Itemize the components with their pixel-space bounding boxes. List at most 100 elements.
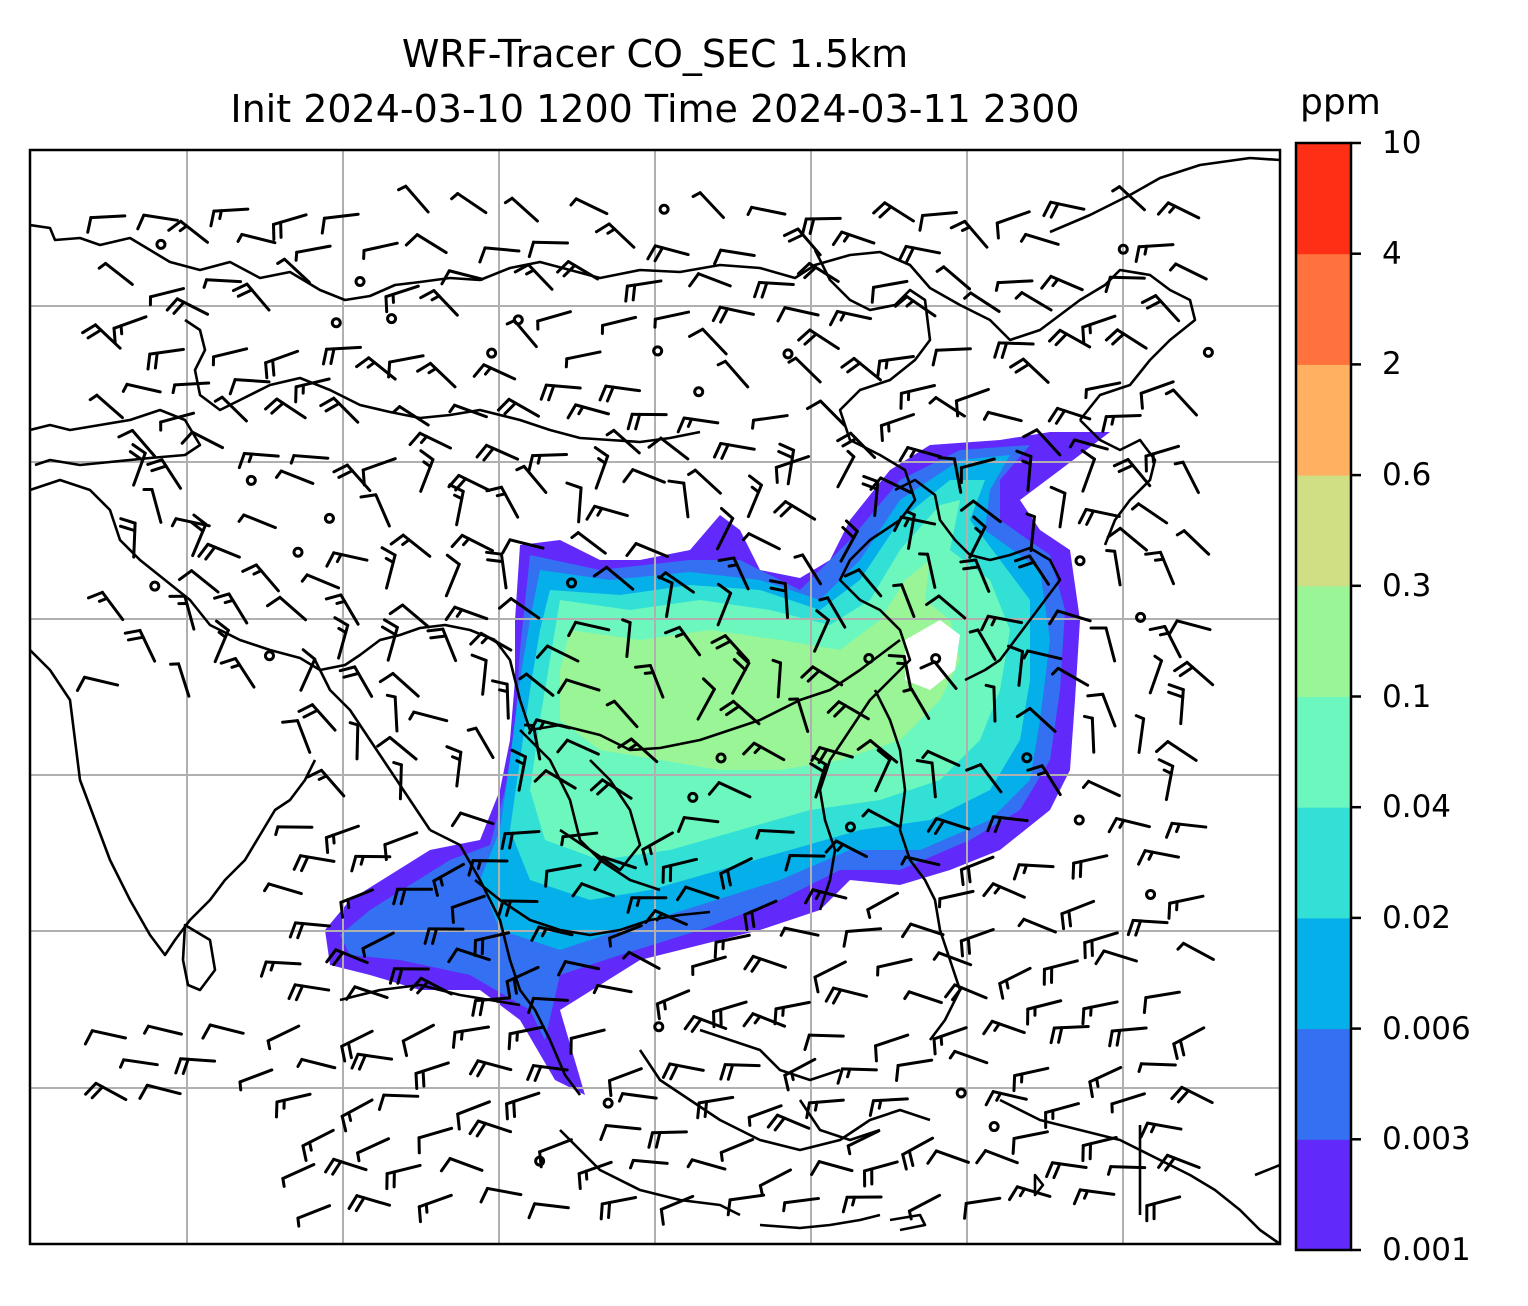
wind-barb-feather [803, 265, 818, 280]
wind-barb-feather [1178, 665, 1195, 678]
wind-barb-shaft [418, 431, 452, 450]
wind-barb-feather [1012, 1074, 1017, 1093]
wind-barb-feather [274, 469, 283, 479]
wind-barb-shaft [576, 531, 607, 555]
wind-barb-feather [294, 984, 304, 1002]
wind-barb-feather [1051, 277, 1060, 288]
wind-barb-feather [892, 583, 904, 588]
calm-marker [782, 348, 794, 360]
wind-barb-shaft [1144, 444, 1181, 458]
wind-barb-shaft [604, 384, 642, 393]
wind-barb-shaft [969, 291, 1001, 313]
wind-barb-shaft [401, 1023, 435, 1043]
wind-barb-feather [818, 596, 830, 602]
wind-barb-shaft [448, 1157, 484, 1172]
wind-barb-feather [605, 385, 615, 403]
map-title-line1: WRF-Tracer CO_SEC 1.5km [401, 32, 909, 76]
wind-barb-shaft [938, 889, 975, 901]
wind-barb-feather [503, 401, 517, 416]
wind-barb-shaft [340, 1029, 374, 1048]
wind-barb-feather [1175, 529, 1186, 537]
wind-barb-shaft [1139, 1062, 1177, 1067]
wind-barb-feather [727, 563, 739, 568]
wind-barb-feather [294, 250, 299, 262]
wind-barb-feather [713, 940, 718, 959]
wind-barb-feather [90, 1085, 105, 1100]
map-area [30, 150, 1280, 1244]
wind-barb-shaft [339, 593, 360, 626]
wind-barb-feather [959, 558, 978, 564]
wind-barb-feather [429, 634, 448, 640]
wind-barb-shaft [807, 261, 840, 283]
wind-barb-shaft [245, 282, 271, 312]
wind-barb-shaft [233, 378, 271, 384]
wind-barb-shaft [728, 1193, 766, 1202]
colorbar-tick-label: 0.001 [1382, 1232, 1471, 1268]
wind-barb-feather [223, 598, 235, 605]
wind-barb-feather [1158, 631, 1170, 637]
wind-barb-feather [1167, 683, 1185, 692]
wind-barb-feather [984, 683, 996, 689]
wind-barb-shaft [876, 958, 913, 969]
wind-barb-feather [598, 384, 608, 402]
wind-barb-feather [753, 1014, 762, 1025]
wind-barb-shaft [563, 960, 601, 971]
wind-barb-shaft [902, 654, 913, 692]
wind-barb-shaft [404, 184, 430, 214]
wind-barb-feather [468, 1059, 480, 1076]
wind-barb-shaft [959, 457, 996, 470]
wind-barb-shaft [191, 522, 208, 558]
wind-barb-shaft [1081, 1135, 1118, 1148]
wind-barb-shaft [661, 857, 698, 869]
wind-barb-feather [826, 700, 841, 714]
wind-barb-feather [138, 1083, 149, 1100]
wind-barb-feather [647, 844, 653, 856]
wind-barb-shaft [1166, 201, 1201, 220]
wind-barb-feather [153, 351, 159, 370]
wind-barb-shaft [751, 954, 787, 969]
wind-barb-feather [815, 609, 830, 622]
wind-barb-shaft [179, 1057, 217, 1063]
wind-barb-feather [1009, 357, 1025, 369]
wind-barb-shaft [1117, 185, 1146, 212]
wind-barb-shaft [294, 377, 331, 389]
wind-barb-feather [921, 749, 930, 760]
wind-barb-feather [1048, 609, 1060, 626]
wind-barb-shaft [279, 469, 315, 485]
wind-barb-feather [1054, 332, 1069, 347]
wind-barb-shaft [419, 458, 435, 493]
wind-barb-feather [485, 550, 503, 556]
wind-barb-shaft [934, 396, 966, 418]
wind-barb-feather [800, 665, 815, 679]
wind-barb-feather [876, 748, 892, 762]
wind-barb-shaft [545, 644, 580, 663]
wind-barb-shaft [901, 1136, 935, 1157]
wind-barb-shaft [1026, 999, 1063, 1011]
wind-barb-feather [324, 593, 343, 601]
wind-barb-feather [934, 819, 946, 836]
wind-barb-shaft [205, 278, 243, 284]
wind-barb-shaft [391, 671, 420, 698]
wind-barb-feather [836, 842, 845, 852]
wind-barb-shaft [319, 768, 346, 798]
wind-barb-shaft [986, 614, 1024, 625]
wind-barb-feather [659, 1207, 665, 1226]
wind-barb-feather [711, 305, 722, 323]
wind-barb-feather [593, 855, 605, 872]
wind-barb-shaft [631, 468, 666, 484]
wind-barb-shaft [580, 882, 616, 898]
wind-barb-shaft [295, 244, 332, 254]
wind-barb-feather [594, 222, 611, 234]
wind-barb-shaft [414, 1061, 450, 1075]
wind-barb-shaft [866, 808, 900, 828]
wind-barb-feather [810, 1160, 821, 1176]
wind-barb-feather [781, 1005, 785, 1017]
wind-barb-feather [750, 910, 756, 929]
wind-barb-feather [814, 890, 822, 901]
wind-barb-shaft [356, 1137, 391, 1155]
wind-barb-feather [926, 1149, 938, 1165]
wind-barb-shaft [503, 830, 541, 836]
wind-barb-feather [925, 594, 941, 607]
wind-barb-shaft [238, 1068, 274, 1084]
wind-barb-shaft [479, 631, 513, 652]
